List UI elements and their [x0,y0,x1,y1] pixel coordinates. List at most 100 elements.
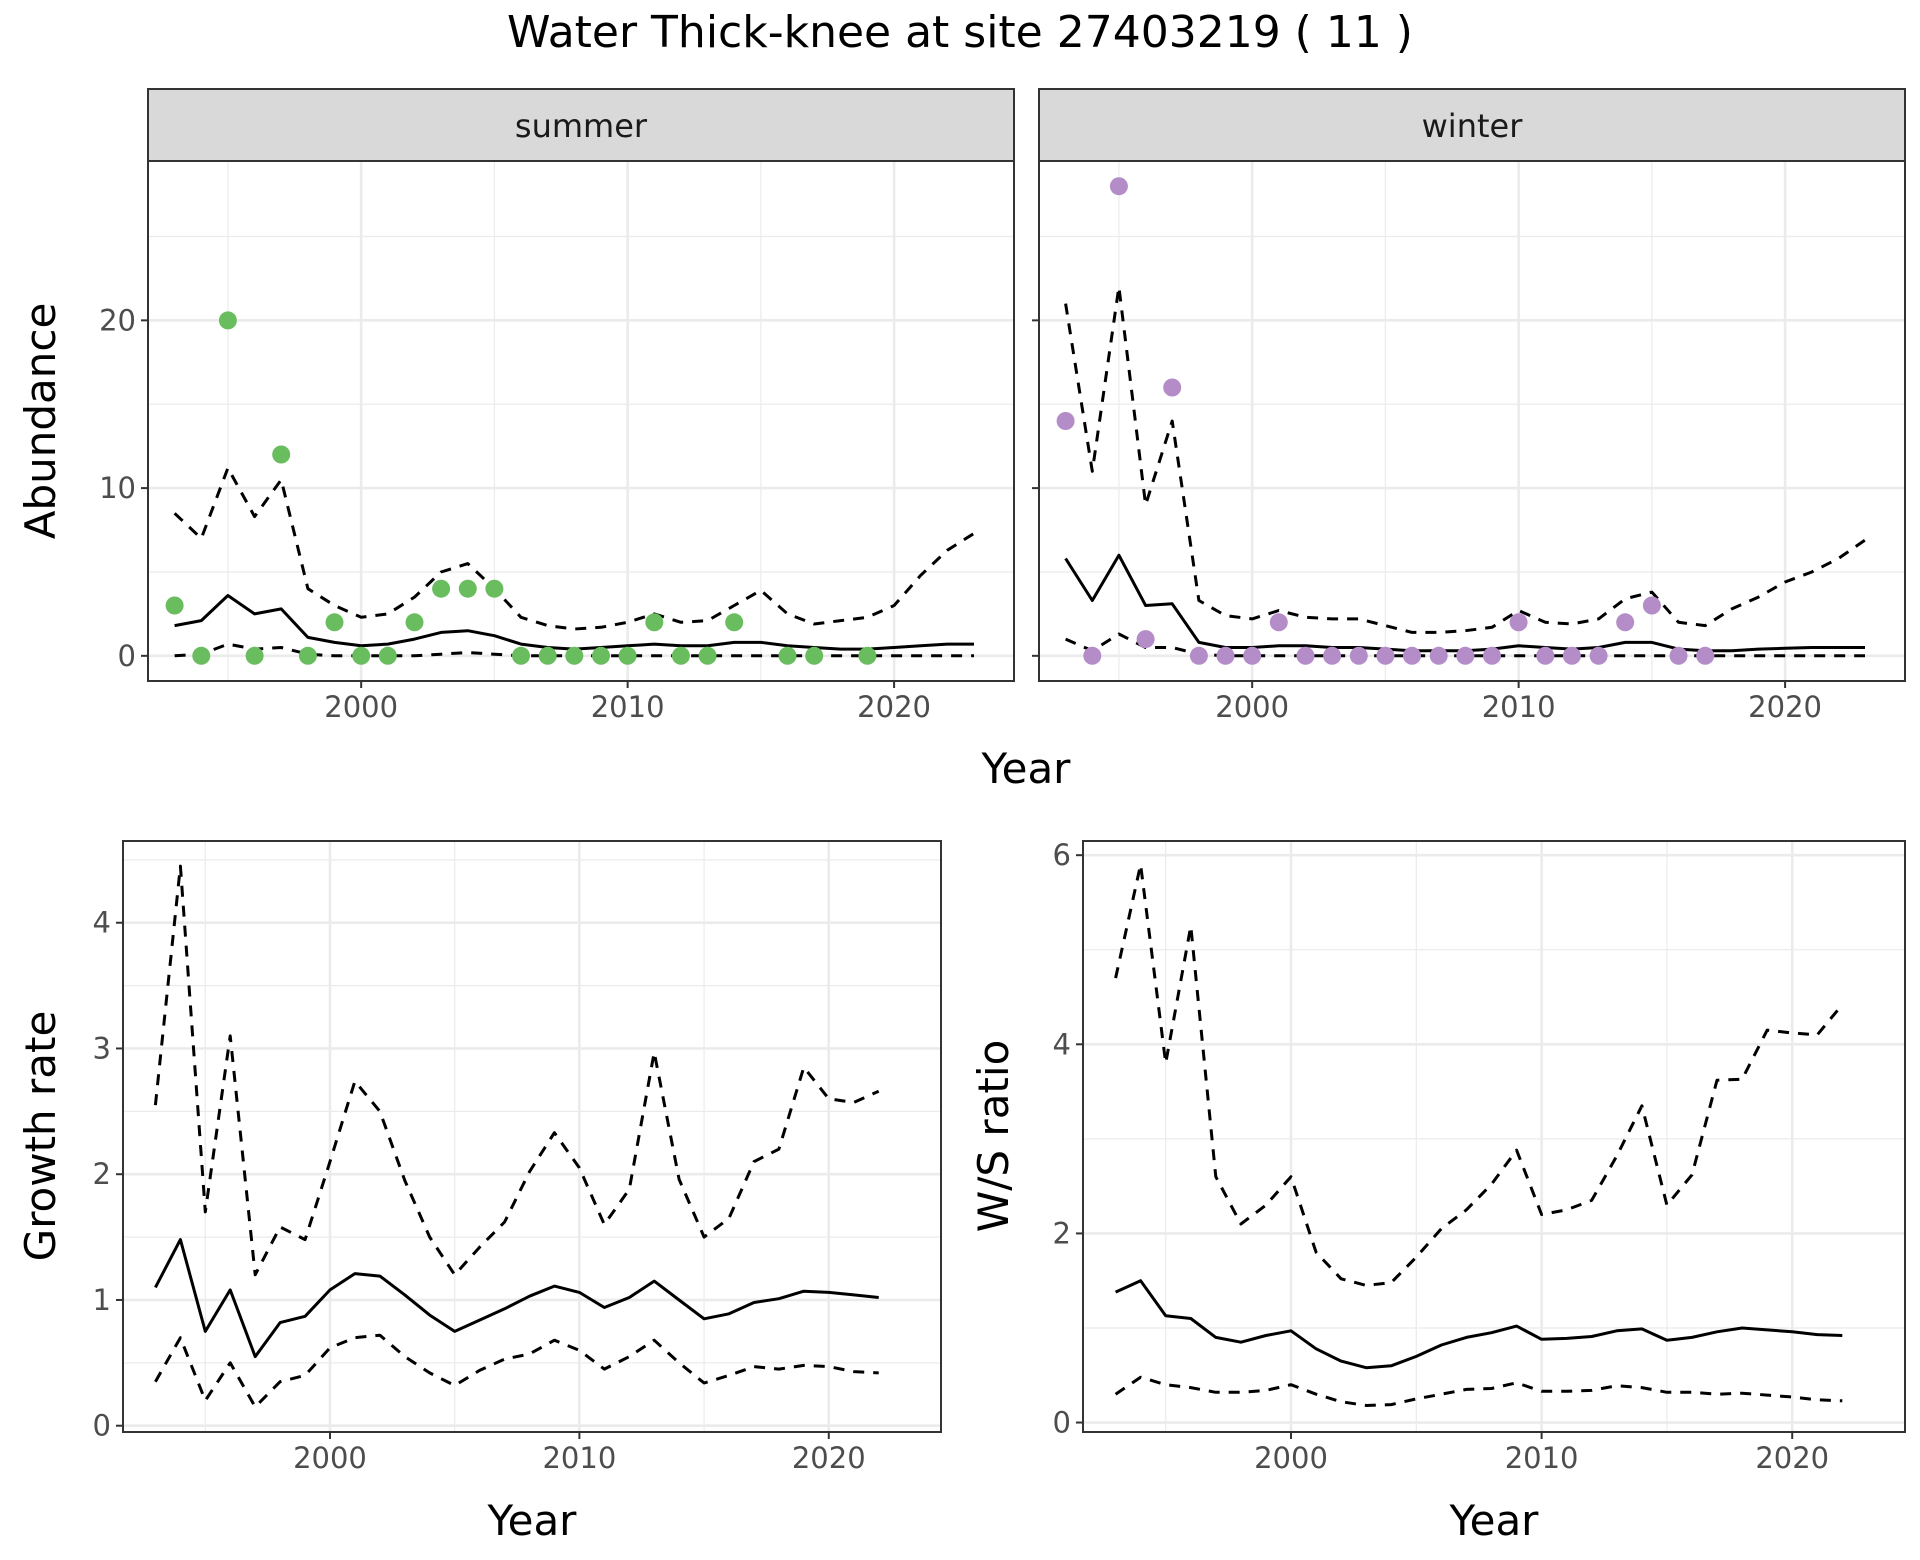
count-point-summer [565,646,584,665]
strip-label-winter: winter [1422,107,1524,145]
count-point-summer [272,445,291,464]
count-point-summer [378,646,397,665]
ratio-x-title: Year [1449,1496,1540,1545]
count-point-summer [645,613,664,632]
plot-area-ratio [1083,841,1905,1432]
ws-ratio-chart: 2000 2010 2020 0 2 4 6 Year W/S ratio [969,838,1906,1545]
count-point-summer [778,646,797,665]
frame-winter [1038,160,1906,682]
growth-y-tick-label: 3 [93,1031,111,1065]
abundance-winter-x-tick-label: 2010 [1482,690,1556,724]
grid-growth [123,841,941,1432]
growth-rate-chart: 2000 2010 2020 0 1 2 3 4 Year Growth rate [16,840,942,1545]
strip-winter [1038,88,1906,162]
frame-summer [147,160,1015,682]
abundance-axes: 2000 2010 2020 0 10 20 2000 2010 2020 [99,303,1822,724]
growth-lower-bound-line [154,1333,879,1409]
abundance-summer-x-tick-label: 2020 [857,690,931,724]
count-point-summer [512,646,530,665]
count-point-summer [858,646,877,665]
count-point-winter [1243,646,1262,665]
abundance-y-tick-label: 0 [118,639,136,673]
growth-y-title: Growth rate [16,1011,65,1262]
count-point-winter [1323,646,1342,665]
count-point-summer [618,646,637,665]
ratio-y-tick-label: 2 [1053,1216,1071,1250]
abundance-y-tick-label: 20 [99,303,136,337]
count-point-winter [1083,646,1102,665]
count-point-winter [1136,630,1155,649]
panel-winter: winter [1038,88,1906,682]
count-point-winter [1429,646,1448,665]
abundance-summer-x-tick-label: 2010 [591,690,665,724]
count-point-winter [1669,646,1688,665]
abundance-winter-x-tick-label: 2000 [1215,690,1289,724]
count-point-winter [1296,646,1315,665]
count-point-winter [1696,646,1715,665]
count-point-summer [698,646,717,665]
count-point-summer [671,646,690,665]
growth-upper-bound-line [153,864,880,1277]
abundance-y-tick-label: 10 [99,471,136,505]
marks-winter [1056,177,1866,665]
count-point-winter [1616,613,1635,632]
abundance-x-title: Year [981,744,1072,793]
count-point-winter [1349,646,1368,665]
frame-ratio [1082,840,1906,1433]
growth-x-tick-label: 2020 [792,1441,866,1475]
upper-bound-line-winter [1064,285,1866,634]
count-point-summer [325,613,344,632]
plot-area-winter [1039,161,1905,681]
count-point-summer [432,579,451,598]
count-point-winter [1163,378,1182,397]
abundance-y-title: Abundance [16,303,65,540]
growth-y-tick-label: 1 [93,1283,111,1317]
strip-label-summer: summer [515,107,648,145]
plot-area-summer [148,161,1014,681]
count-point-summer [805,646,824,665]
count-point-summer [352,646,371,665]
count-point-summer [725,613,744,632]
count-point-summer [592,646,610,665]
count-point-winter [1403,646,1421,665]
upper-bound-line-summer [173,466,975,631]
count-point-winter [1109,177,1128,196]
count-point-winter [1483,646,1501,665]
count-point-summer [538,646,557,665]
ratio-upper-bound-line [1114,863,1844,1287]
marks-ratio [1114,863,1844,1407]
growth-x-tick-label: 2010 [542,1441,616,1475]
growth-y-tick-label: 0 [93,1409,111,1443]
count-point-winter [1056,412,1075,430]
ratio-y-tick-label: 0 [1053,1406,1071,1440]
grid-ratio [1083,841,1905,1432]
ratio-x-tick-label: 2020 [1755,1441,1829,1475]
figure-title: Water Thick-knee at site 27403219 ( 11 ) [507,7,1413,58]
count-point-summer [298,646,317,665]
abundance-winter-x-tick-label: 2020 [1748,690,1822,724]
growth-y-tick-label: 2 [93,1157,111,1191]
growth-x-tick-label: 2000 [293,1441,367,1475]
count-point-summer [458,579,477,598]
growth-x-title: Year [487,1496,578,1545]
count-point-winter [1642,596,1661,615]
ratio-y-tick-label: 6 [1053,838,1071,872]
growth-fitted-line [154,1238,879,1359]
count-point-summer [218,311,237,330]
ratio-fitted-line [1114,1279,1843,1370]
strip-summer [147,88,1015,162]
ratio-lower-bound-line [1114,1375,1843,1407]
count-point-summer [405,613,424,632]
count-point-winter [1216,646,1235,665]
count-point-winter [1189,646,1208,665]
plot-area-growth [123,841,941,1432]
count-point-summer [165,596,184,615]
count-point-summer [192,646,211,665]
panel-summer: summer [147,88,1015,682]
abundance-summer-x-tick-label: 2000 [324,690,398,724]
ratio-x-tick-label: 2000 [1254,1441,1328,1475]
ratio-y-tick-label: 4 [1053,1027,1071,1061]
count-point-winter [1376,646,1395,665]
